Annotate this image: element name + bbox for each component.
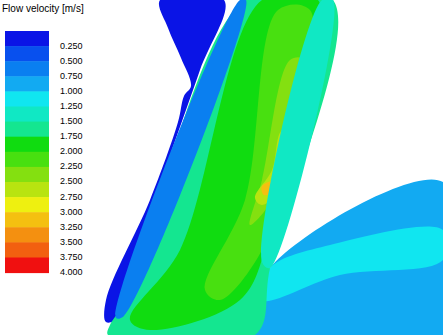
colorbar-swatch — [5, 258, 49, 274]
title: Flow velocity [m/s] — [2, 3, 84, 14]
colorbar-label: 1.750 — [60, 131, 83, 141]
colorbar-label: 1.500 — [60, 116, 83, 126]
colorbar-swatch — [5, 91, 49, 107]
colorbar-label: 1.000 — [60, 86, 83, 96]
colorbar-swatch — [5, 76, 49, 92]
colorbar-label: 0.250 — [60, 41, 83, 51]
velocity-region — [115, 0, 246, 319]
colorbar-label: 1.250 — [60, 101, 83, 111]
colorbar-label: 2.250 — [60, 161, 83, 171]
colorbar-swatch — [5, 152, 49, 168]
colorbar-label: 3.500 — [60, 237, 83, 247]
colorbar-swatch — [5, 242, 49, 258]
colorbar-label: 3.250 — [60, 222, 83, 232]
velocity-region — [261, 0, 334, 268]
colorbar-swatch — [5, 31, 49, 47]
colorbar-swatch — [5, 182, 49, 198]
colorbar-label: 3.000 — [60, 207, 83, 217]
velocity-region — [107, 0, 338, 335]
colorbar-label: 0.500 — [60, 56, 83, 66]
colorbar: 0.250 0.500 0.750 1.000 1.250 1.500 1.750 2.000… — [5, 31, 83, 277]
colorbar-label: 2.750 — [60, 192, 83, 202]
colorbar-label: 3.750 — [60, 252, 83, 262]
colorbar-swatch — [5, 122, 49, 138]
colorbar-label: 4.000 — [60, 267, 83, 277]
colorbar-swatch — [5, 46, 49, 62]
colorbar-label: 2.500 — [60, 176, 83, 186]
flow-field — [104, 0, 443, 335]
colorbar-swatch — [5, 212, 49, 228]
colorbar-swatch — [5, 61, 49, 77]
colorbar-swatch — [5, 107, 49, 123]
velocity-region — [260, 226, 443, 301]
colorbar-swatch — [5, 227, 49, 243]
colorbar-swatch — [5, 197, 49, 213]
colorbar-swatch — [5, 137, 49, 153]
colorbar-swatch — [5, 167, 49, 183]
colorbar-label: 0.750 — [60, 71, 83, 81]
chart: Flow velocity [m/s] 0.250 0.500 0.750 1.000 1… — [0, 0, 443, 335]
colorbar-label: 2.000 — [60, 146, 83, 156]
